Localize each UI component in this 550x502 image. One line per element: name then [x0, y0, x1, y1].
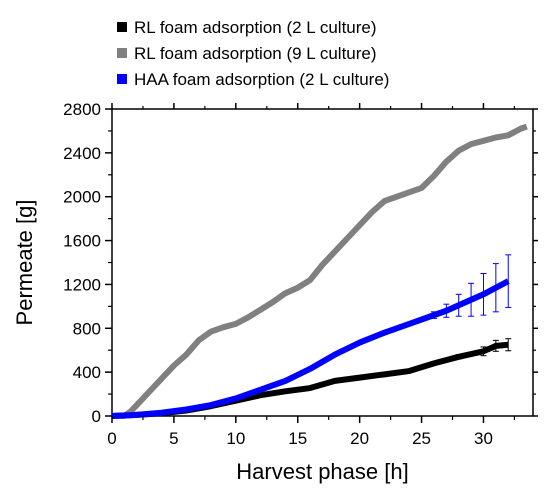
x-tick-label: 15	[288, 429, 307, 448]
y-tick-label: 800	[73, 319, 101, 338]
series-line	[112, 123, 528, 419]
series-line	[111, 341, 509, 419]
legend-marker	[117, 22, 127, 32]
series-rl-foam-adsorption-9-l-culture	[112, 123, 528, 419]
y-tick-label: 1200	[63, 275, 101, 294]
series-haa-foam-adsorption-2-l-culture	[111, 254, 512, 419]
y-tick-label: 400	[73, 363, 101, 382]
x-tick-label: 20	[350, 429, 369, 448]
series-line	[111, 278, 510, 419]
y-tick-label: 0	[92, 407, 101, 426]
legend-marker	[117, 48, 127, 58]
y-tick-label: 2800	[63, 100, 101, 119]
y-tick-label: 1600	[63, 232, 101, 251]
legend-entry: HAA foam adsorption (2 L culture)	[134, 70, 389, 89]
x-tick-label: 10	[226, 429, 245, 448]
y-axis-title: Permeate [g]	[12, 200, 37, 326]
legend: RL foam adsorption (2 L culture) RL foam …	[117, 18, 389, 89]
y-tick-label: 2000	[63, 188, 101, 207]
x-tick-label: 0	[107, 429, 116, 448]
x-tick-label: 30	[474, 429, 493, 448]
y-tick-label: 2400	[63, 144, 101, 163]
x-tick-label: 25	[412, 429, 431, 448]
series-layer	[111, 123, 528, 419]
x-tick-label: 5	[169, 429, 178, 448]
axes: 0 5 10 15 20 25 30 0 400 800 1200 1600 2000 2400 2800	[63, 100, 538, 448]
series-rl-foam-adsorption-2-l-culture	[111, 338, 512, 419]
x-axis-title: Harvest phase [h]	[236, 459, 408, 484]
legend-marker	[117, 74, 127, 84]
legend-entry: RL foam adsorption (2 L culture)	[134, 18, 377, 37]
legend-entry: RL foam adsorption (9 L culture)	[134, 44, 377, 63]
